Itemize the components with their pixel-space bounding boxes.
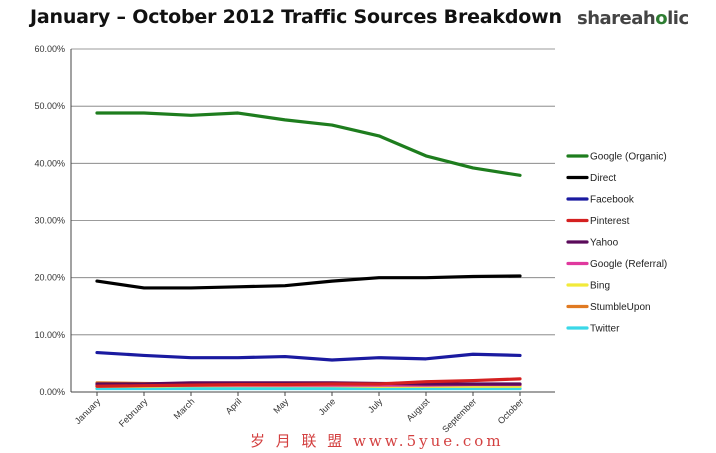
x-tick-label: May: [271, 396, 290, 415]
logo-text-post: lic: [667, 8, 689, 29]
legend-label: StumbleUpon: [590, 302, 651, 313]
logo-text-pre: shareah: [577, 8, 656, 29]
legend-item: Google (Referral): [566, 259, 667, 270]
legend-item: Google (Organic): [566, 152, 667, 163]
series-line: [95, 350, 522, 362]
shareaholic-logo: shareaholic: [577, 8, 689, 29]
legend-label: Facebook: [590, 195, 635, 206]
chart-title: January – October 2012 Traffic Sources B…: [30, 6, 562, 28]
legend-item: Facebook: [566, 195, 635, 206]
watermark-text: 岁 月 联 盟 www.5yue.com: [250, 432, 504, 450]
y-tick-label: 30.00%: [34, 216, 65, 226]
y-tick-label: 10.00%: [34, 330, 65, 340]
legend-label: Yahoo: [590, 238, 619, 249]
legend-label: Google (Referral): [590, 259, 667, 270]
series-line: [95, 377, 522, 388]
legend-label: Direct: [590, 173, 616, 184]
series-lines: [95, 111, 522, 391]
x-tick-label: September: [440, 396, 478, 434]
legend-label: Twitter: [590, 324, 620, 335]
x-axis-ticks: January February March April May June July Augu…: [73, 392, 526, 435]
y-tick-label: 0.00%: [39, 387, 65, 397]
y-tick-label: 50.00%: [34, 101, 65, 111]
x-tick-label: October: [496, 396, 526, 426]
y-axis-ticks: 0.00% 10.00% 20.00% 30.00% 40.00% 50.00% 60.00…: [34, 44, 65, 397]
legend-item: Direct: [566, 173, 616, 184]
legend-item: StumbleUpon: [566, 302, 651, 313]
grid-lines: [70, 48, 555, 393]
x-tick-label: July: [366, 396, 385, 415]
legend-item: Bing: [566, 281, 610, 292]
x-tick-label: August: [405, 396, 432, 423]
y-tick-label: 60.00%: [34, 44, 65, 54]
x-tick-label: June: [317, 396, 338, 417]
legend-label: Pinterest: [590, 216, 630, 227]
series-line: [95, 111, 522, 177]
series-line: [95, 274, 522, 290]
y-tick-label: 40.00%: [34, 158, 65, 168]
logo-text-accent: o: [655, 8, 668, 29]
x-tick-label: April: [224, 396, 244, 416]
chart-legend: Google (Organic) Direct Facebook Pinterest Y…: [566, 152, 667, 335]
x-tick-label: February: [117, 396, 150, 429]
legend-item: Pinterest: [566, 216, 630, 227]
legend-item: Yahoo: [566, 238, 619, 249]
legend-label: Google (Organic): [590, 152, 667, 163]
x-tick-label: March: [172, 396, 197, 421]
x-tick-label: January: [73, 396, 103, 426]
legend-label: Bing: [590, 281, 610, 292]
y-tick-label: 20.00%: [34, 273, 65, 283]
legend-item: Twitter: [566, 324, 620, 335]
